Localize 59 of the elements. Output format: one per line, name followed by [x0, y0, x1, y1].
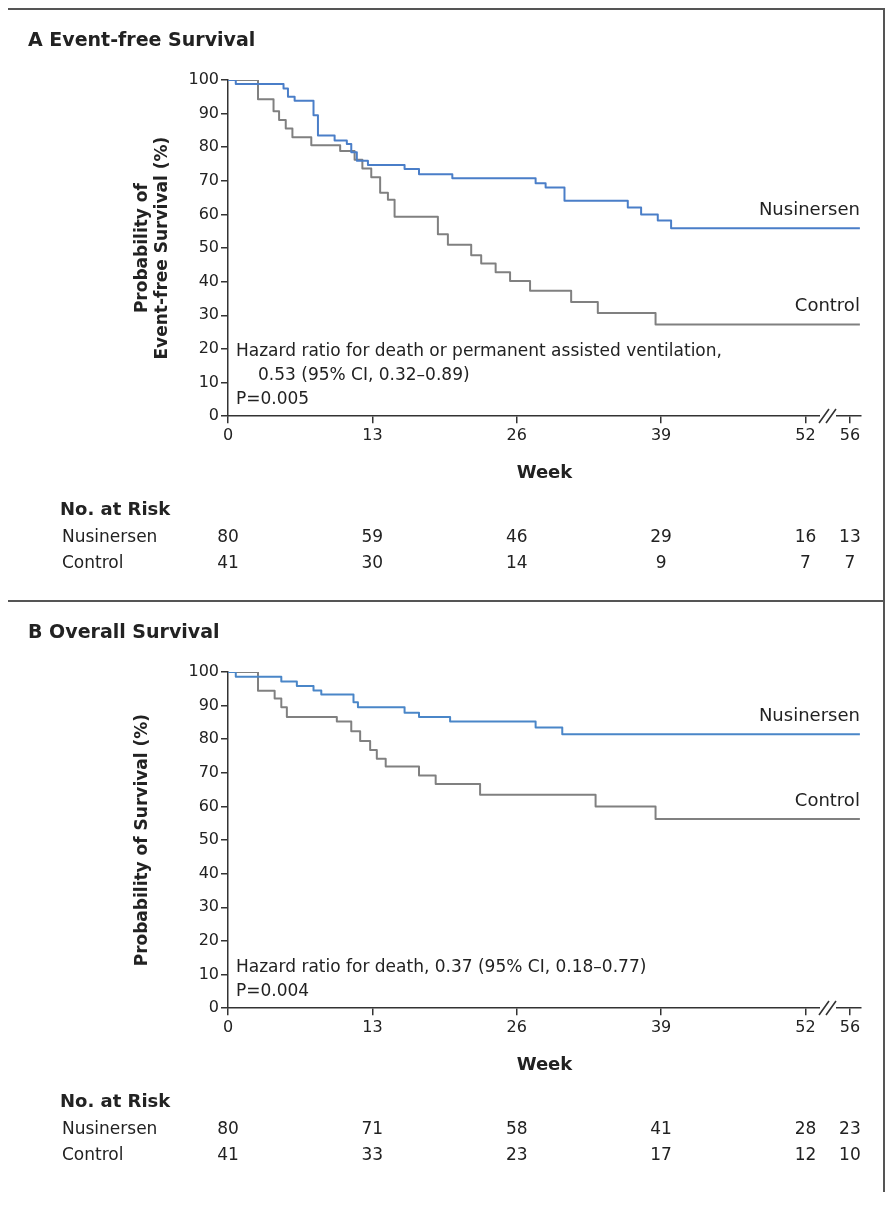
y-tick-label: 10: [198, 371, 219, 391]
annotation: 0.53 (95% CI, 0.32–0.89): [258, 363, 470, 387]
y-tick-label: 0: [208, 997, 219, 1017]
y-tick-label: 20: [198, 930, 219, 950]
y-tick-label: 90: [198, 694, 219, 714]
series-label: Nusinersen: [758, 198, 860, 220]
annotation: Hazard ratio for death or permanent assisted ventilation,: [236, 339, 722, 363]
text: Nusinersen: [62, 1118, 158, 1138]
x-tick-label: 26: [506, 424, 527, 444]
y-tick-label: 80: [198, 136, 219, 156]
x-tick-label: 0: [222, 1016, 234, 1036]
y-tick-label: 50: [198, 237, 219, 257]
series-label: Control: [794, 294, 860, 316]
x-tick-label: 26: [506, 1016, 527, 1036]
text: No. at Risk: [60, 1090, 171, 1111]
x-tick-label: 39: [650, 1016, 672, 1036]
y-tick-label: 40: [198, 862, 219, 882]
y-tick-label: 30: [198, 896, 219, 916]
y-tick-label: 100: [188, 661, 219, 681]
x-tick-label: 39: [650, 424, 672, 444]
text: 80 71 58 41 28 23: [217, 1118, 861, 1138]
x-tick-label: 13: [362, 424, 383, 444]
x-axis-title: Week: [516, 1052, 574, 1074]
y-tick-label: 50: [198, 829, 219, 849]
y-tick-label: 20: [198, 338, 219, 358]
x-tick-label: 56: [839, 424, 861, 444]
chart-title: A Event-free Survival: [28, 28, 256, 50]
text: Control: [62, 1144, 124, 1164]
annotation: Hazard ratio for death, 0.37 (95% CI, 0.18–0.77): [236, 955, 647, 979]
annotation: P=0.004: [236, 979, 310, 1003]
y-tick-label: 80: [198, 728, 219, 748]
x-axis-title: Week: [516, 460, 574, 482]
y-axis-title: Probability of Survival (%): [130, 713, 151, 967]
x-tick-label: 13: [362, 1016, 383, 1036]
y-tick-label: 0: [208, 405, 219, 425]
chart-title: B Overall Survival: [28, 620, 220, 642]
x-tick-label: 52: [795, 424, 816, 444]
x-tick-label: 52: [795, 1016, 816, 1036]
text: 41 30 14 9 7 7: [217, 552, 856, 572]
annotation: P=0.005: [236, 387, 310, 411]
y-tick-label: 10: [198, 963, 219, 983]
y-tick-label: 70: [198, 762, 219, 782]
y-tick-label: 90: [198, 102, 219, 122]
text: Nusinersen: [62, 526, 158, 546]
x-tick-label: 56: [839, 1016, 861, 1036]
y-tick-label: 40: [198, 270, 219, 290]
text: Control: [62, 552, 124, 572]
y-tick-label: 60: [198, 795, 219, 815]
text: 41 33 23 17 12 10: [217, 1144, 861, 1164]
text: 80 59 46 29 16 13: [217, 526, 861, 546]
y-tick-label: 100: [188, 69, 219, 89]
y-tick-label: 30: [198, 304, 219, 324]
y-axis-title: Probability of Event-free Survival (%): [130, 136, 172, 360]
y-tick-label: 70: [198, 170, 219, 190]
series-label: Control: [794, 788, 860, 810]
series-label: Nusinersen: [758, 704, 860, 726]
text: No. at Risk: [60, 498, 171, 519]
x-tick-label: 0: [222, 424, 234, 444]
y-tick-label: 60: [198, 203, 219, 223]
